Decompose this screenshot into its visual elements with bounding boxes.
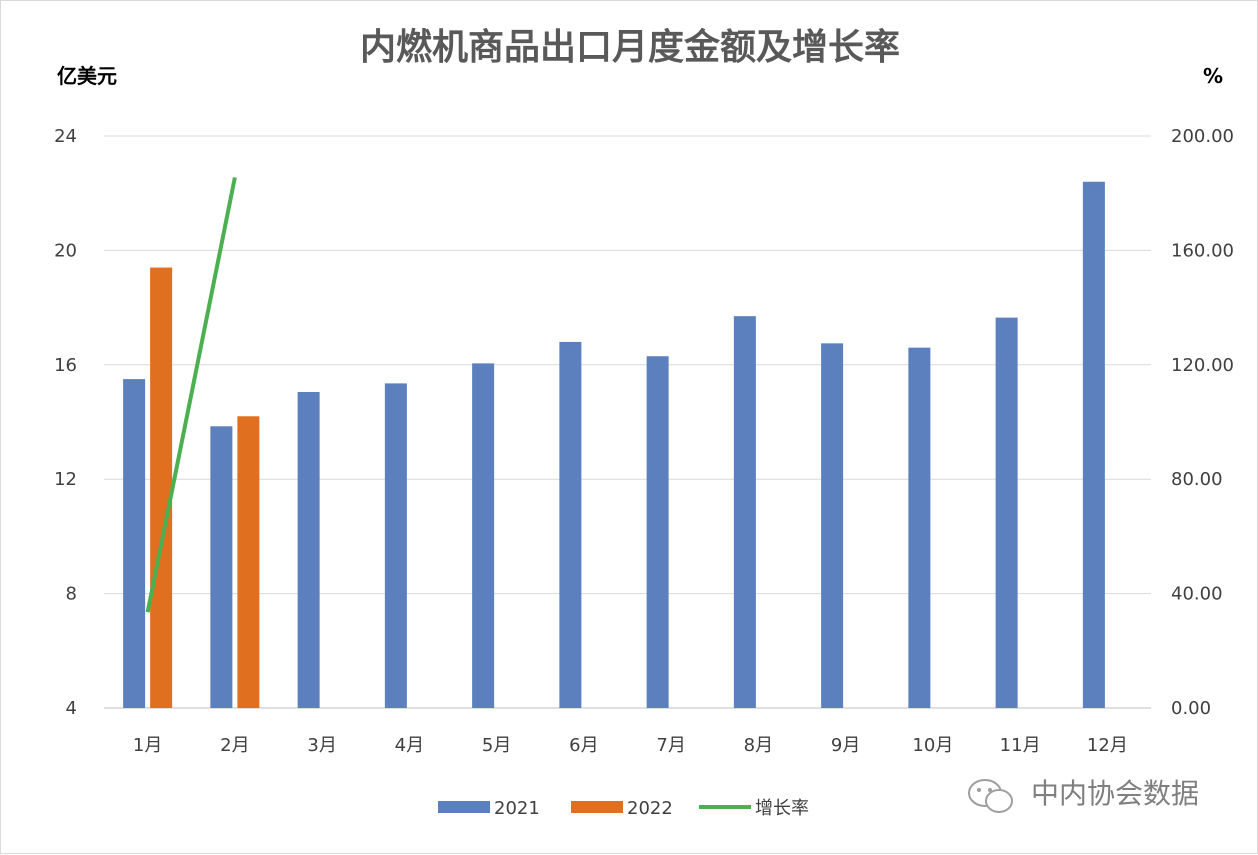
bar-2021 — [908, 347, 931, 708]
legend: 2021 2022 增长率 — [438, 798, 809, 819]
x-axis-tick-label: 6月 — [569, 735, 598, 756]
bar-2022 — [237, 416, 260, 708]
right-axis-tick-label: 0.00 — [1171, 698, 1211, 719]
watermark: 中内协会数据 — [968, 777, 1199, 813]
x-axis-tick-label: 12月 — [1087, 735, 1128, 756]
bar-2021 — [297, 391, 320, 708]
left-axis-tick-label: 4 — [66, 698, 77, 719]
gridlines — [104, 135, 1151, 709]
bar-2021 — [995, 317, 1018, 708]
line-series — [145, 177, 237, 613]
bar-2021 — [384, 383, 407, 708]
right-axis-tick-label: 160.00 — [1171, 240, 1234, 261]
bar-2021 — [646, 356, 669, 708]
right-axis-tick-label: 40.00 — [1171, 584, 1223, 605]
x-axis-tick-label: 3月 — [307, 735, 336, 756]
legend-label: 2021 — [494, 798, 540, 819]
bar-2021 — [733, 316, 756, 708]
line-增长率 — [145, 177, 237, 613]
watermark-text: 中内协会数据 — [1031, 777, 1199, 810]
x-axis-tick-label: 10月 — [912, 735, 953, 756]
left-axis-tick-label: 8 — [66, 584, 77, 605]
chart-title: 内燃机商品出口月度金额及增长率 — [360, 26, 900, 68]
x-axis-tick-label: 7月 — [656, 735, 685, 756]
bar-2021 — [559, 341, 582, 708]
left-axis-tick-label: 24 — [54, 126, 77, 147]
legend-label: 增长率 — [755, 798, 809, 819]
x-axis-tick-label: 2月 — [220, 735, 249, 756]
bar-2021 — [472, 363, 495, 708]
left-axis-tick-label: 20 — [54, 240, 77, 261]
x-axis-tick-label: 4月 — [395, 735, 424, 756]
x-axis-tick-label: 11月 — [1000, 735, 1041, 756]
wechat-icon — [968, 779, 1013, 813]
x-axis-tick-label: 8月 — [744, 735, 773, 756]
left-axis-tick-label: 12 — [54, 469, 77, 490]
bar-2021 — [123, 379, 146, 708]
right-axis-tick-label: 80.00 — [1171, 469, 1223, 490]
x-axis-tick-label: 9月 — [831, 735, 860, 756]
x-axis-ticks: 1月 2月 3月 4月 5月 6月 7月 8月 9月 10月 11月 12月 — [133, 735, 1128, 756]
right-axis-tick-label: 120.00 — [1171, 355, 1234, 376]
right-axis-unit: % — [1203, 64, 1223, 88]
legend-swatch — [438, 801, 490, 813]
bars — [123, 181, 1105, 708]
bar-2021 — [821, 343, 844, 708]
bar-2021 — [1082, 181, 1105, 708]
left-axis-unit: 亿美元 — [57, 64, 117, 88]
right-axis-tick-label: 200.00 — [1171, 126, 1234, 147]
legend-swatch — [571, 801, 623, 813]
x-axis-tick-label: 1月 — [133, 735, 162, 756]
bar-2021 — [210, 426, 233, 708]
left-axis-tick-label: 16 — [54, 355, 77, 376]
left-axis-ticks: 4 8 12 16 20 24 — [54, 126, 77, 719]
right-axis-ticks: 0.00 40.00 80.00 120.00 160.00 200.00 — [1171, 126, 1234, 719]
x-axis-tick-label: 5月 — [482, 735, 511, 756]
legend-label: 2022 — [627, 798, 673, 819]
bar-2022 — [150, 267, 173, 708]
